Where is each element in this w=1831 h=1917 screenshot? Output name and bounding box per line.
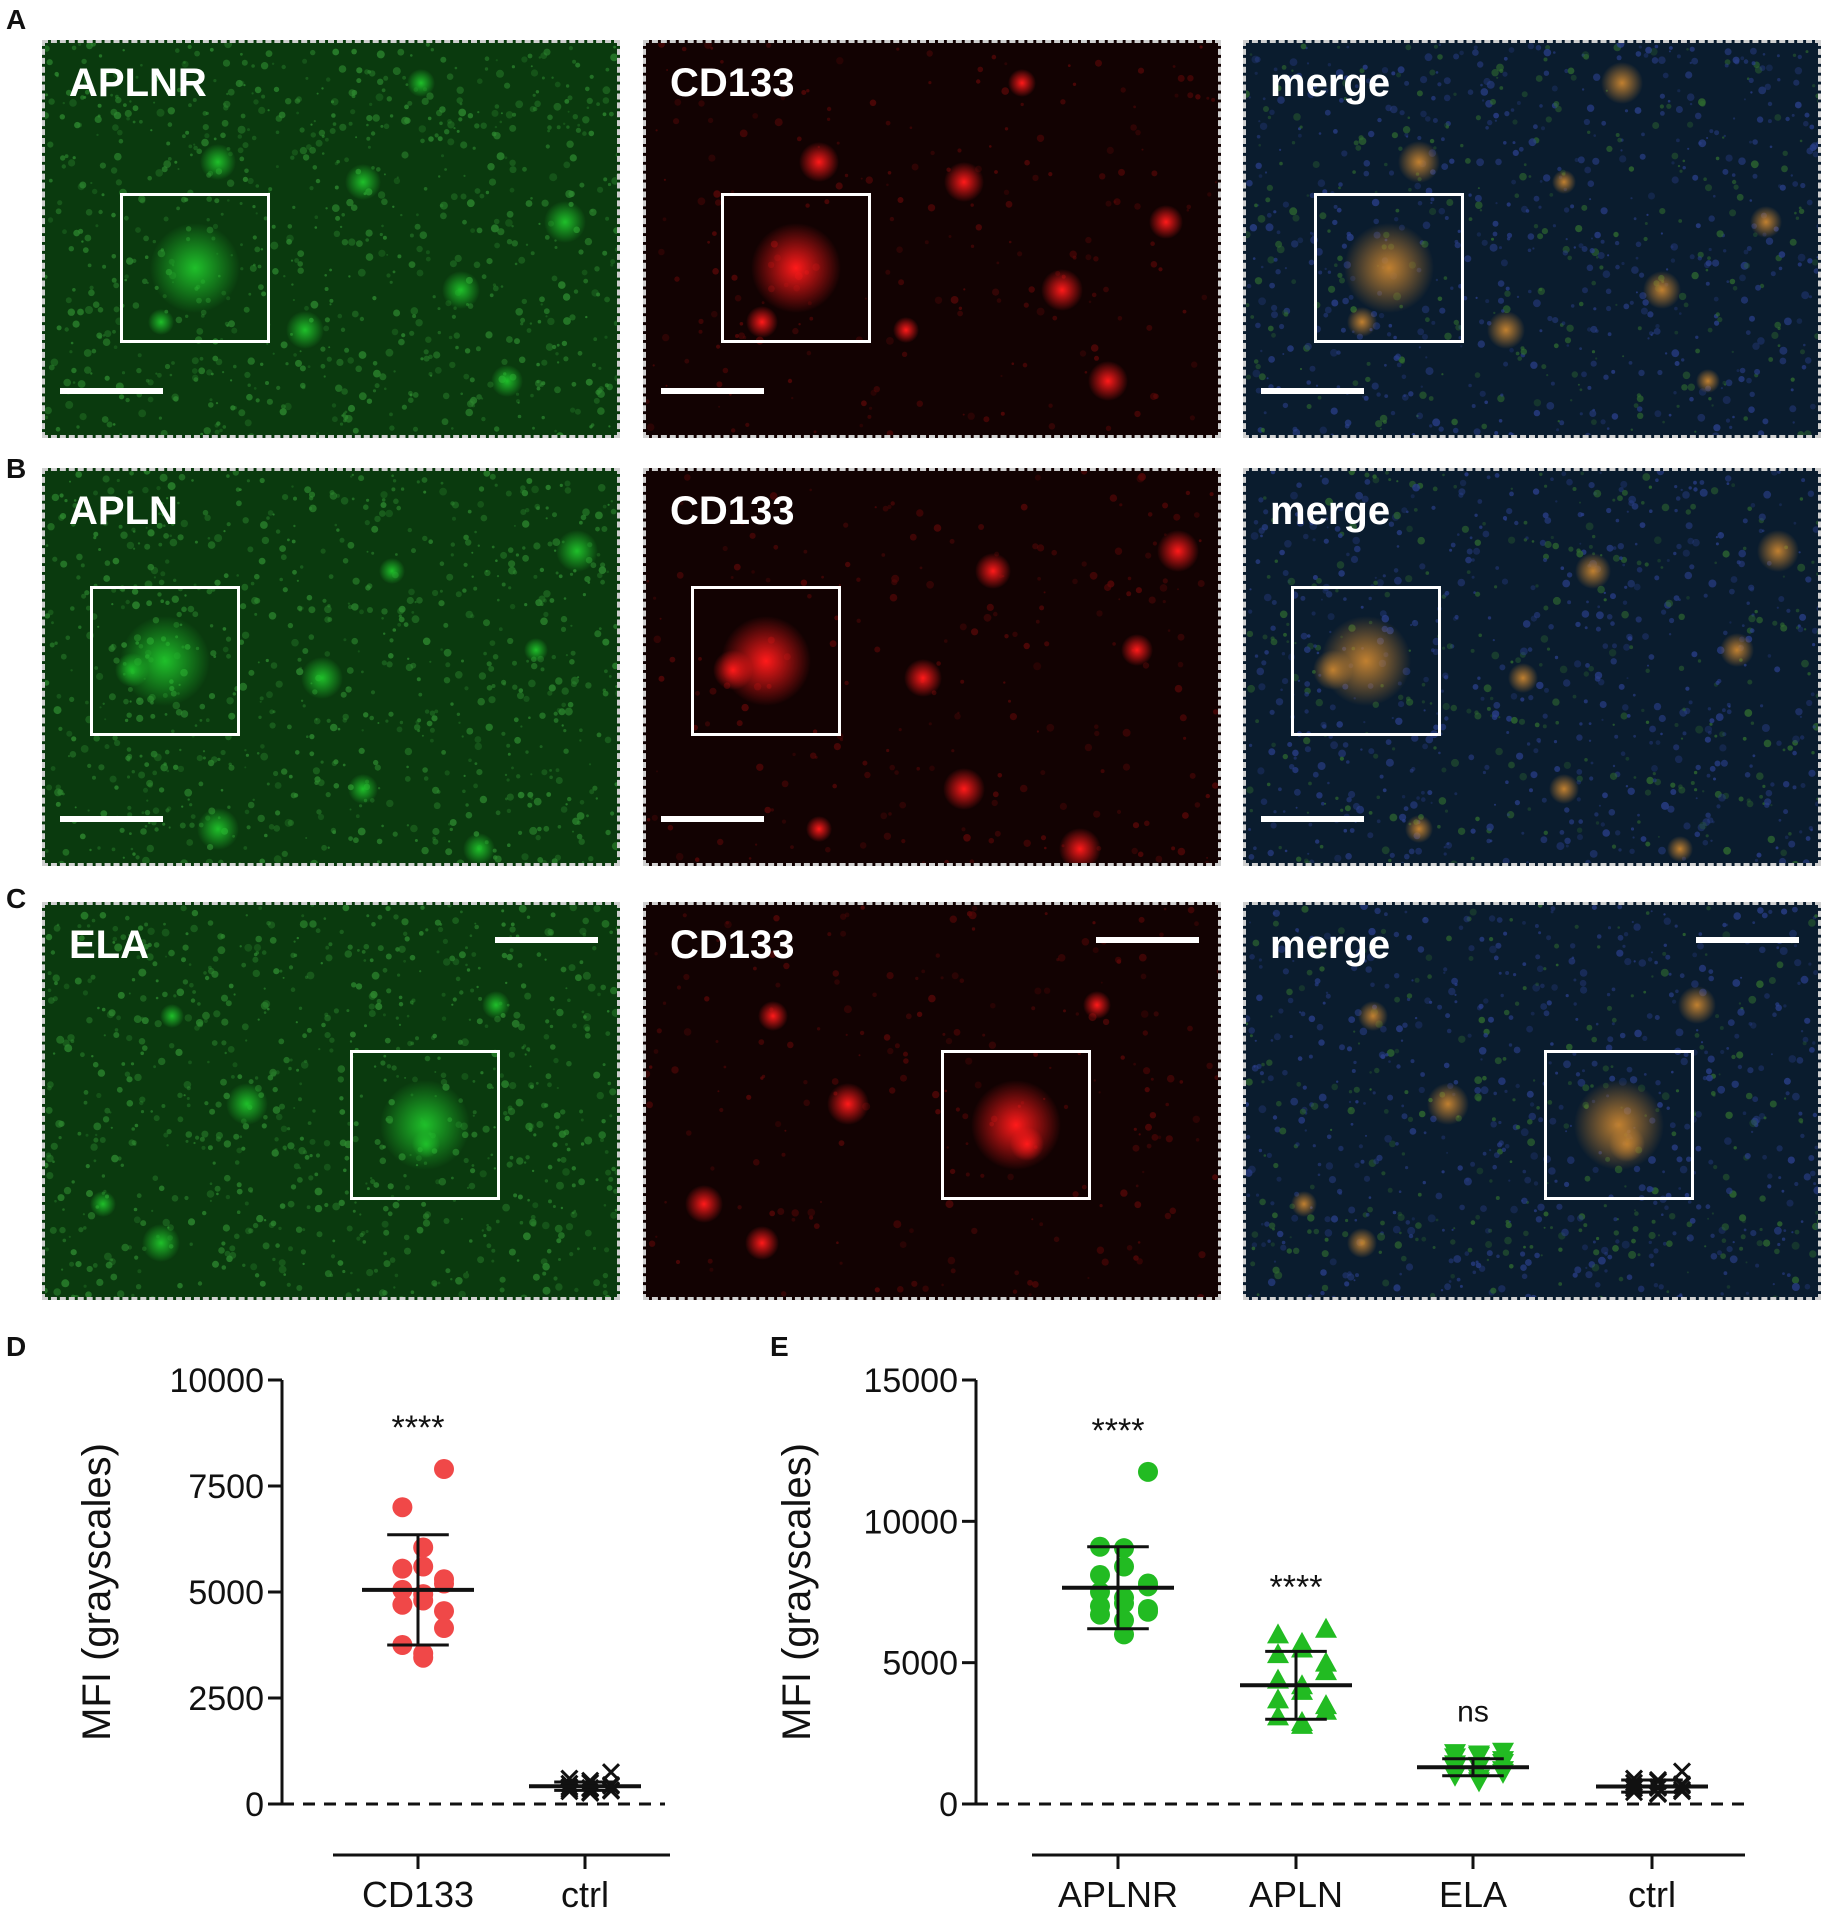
y-tick-label: 10000 (863, 1503, 958, 1541)
y-tick-label: 0 (939, 1786, 958, 1824)
y-axis-label: MFI (grayscales) (75, 1443, 119, 1741)
x-tick-label: ELA (1439, 1874, 1507, 1915)
micrograph-b-2: CD133 (643, 468, 1221, 866)
channel-label: merge (1270, 61, 1391, 105)
data-point (413, 1647, 434, 1668)
data-point (434, 1601, 454, 1622)
panel-letter-a: A (6, 4, 27, 35)
y-axis-label: MFI (grayscales) (775, 1443, 819, 1741)
data-point (1267, 1623, 1289, 1644)
channel-label: APLN (69, 489, 178, 533)
channel-label: CD133 (670, 923, 795, 967)
x-tick-label: APLNR (1058, 1874, 1178, 1915)
data-point (1090, 1565, 1110, 1586)
panel-letter-b: B (6, 453, 27, 484)
inset-box (120, 193, 270, 343)
channel-label: merge (1270, 923, 1391, 967)
channel-label: ELA (69, 923, 149, 967)
micrograph-a-1: APLNR (42, 40, 620, 438)
micrograph-texture (45, 471, 617, 863)
y-tick-label: 5000 (882, 1645, 958, 1683)
data-point (1267, 1688, 1289, 1709)
y-tick-label: 2500 (188, 1680, 264, 1718)
data-point (413, 1590, 434, 1611)
inset-box (941, 1050, 1091, 1200)
data-point (1315, 1660, 1337, 1681)
x-tick-label: ctrl (1628, 1874, 1676, 1915)
inset-box (350, 1050, 500, 1200)
chart-d: 0 2500 5000 7500 10000 MFI (grayscales) CD133 *… (75, 1362, 670, 1915)
data-point (1315, 1617, 1337, 1638)
micrograph-texture (646, 905, 1218, 1297)
scale-bar (1261, 388, 1364, 394)
micrograph-b-1: APLN (42, 468, 620, 866)
data-point (1138, 1601, 1158, 1622)
micrograph-c-2: CD133 (643, 902, 1221, 1300)
micrograph-texture (45, 905, 617, 1297)
data-point (1291, 1713, 1313, 1734)
inset-box (1544, 1050, 1694, 1200)
chart-e: 0 5000 10000 15000 MFI (grayscales) APLNR ****… (775, 1362, 1745, 1915)
micrograph-c-3: merge (1243, 902, 1821, 1300)
inset-box (1291, 586, 1441, 736)
scale-bar (60, 388, 163, 394)
micrograph-texture (646, 471, 1218, 863)
data-point (413, 1556, 434, 1577)
scale-bar (1696, 937, 1799, 943)
micrograph-a-2: CD133 (643, 40, 1221, 438)
inset-box (691, 586, 841, 736)
inset-box (1314, 193, 1464, 343)
data-point (434, 1618, 454, 1639)
x-tick-label: CD133 (362, 1874, 474, 1915)
data-point (1267, 1643, 1289, 1664)
y-tick-label: 7500 (188, 1468, 264, 1506)
micrograph-b-3: merge (1243, 468, 1821, 866)
inset-box (721, 193, 871, 343)
micrograph-texture (646, 43, 1218, 435)
micrograph-c-1: ELA (42, 902, 620, 1300)
data-point (1138, 1461, 1158, 1482)
scale-bar (1096, 937, 1199, 943)
data-point (1315, 1699, 1337, 1720)
channel-label: CD133 (670, 489, 795, 533)
micrograph-texture (45, 43, 617, 435)
data-point (1090, 1604, 1110, 1625)
data-point (392, 1497, 413, 1518)
scale-bar (1261, 816, 1364, 822)
panel-letter-c: C (6, 883, 27, 914)
panel-letter-e: E (770, 1331, 789, 1362)
x-tick-label: APLN (1249, 1874, 1343, 1915)
y-tick-label: 0 (245, 1786, 264, 1824)
channel-label: merge (1270, 489, 1391, 533)
channel-label: CD133 (670, 61, 795, 105)
scale-bar (661, 816, 764, 822)
inset-box (90, 586, 240, 736)
y-tick-label: 5000 (188, 1574, 264, 1612)
y-tick-label: 15000 (863, 1362, 958, 1400)
data-point (1468, 1772, 1490, 1793)
significance-label: ns (1457, 1696, 1489, 1729)
scale-bar (495, 937, 598, 943)
panel-letter-d: D (6, 1331, 27, 1362)
significance-label: **** (392, 1409, 445, 1447)
data-point (392, 1558, 413, 1579)
x-tick-label: ctrl (561, 1874, 609, 1915)
data-point (392, 1594, 413, 1615)
data-point (434, 1459, 454, 1480)
significance-label: **** (1270, 1569, 1323, 1607)
micrograph-texture (1246, 905, 1818, 1297)
scale-bar (60, 816, 163, 822)
micrograph-a-3: merge (1243, 40, 1821, 438)
channel-label: APLNR (69, 61, 207, 105)
micrograph-texture (1246, 43, 1818, 435)
y-tick-label: 10000 (169, 1362, 264, 1400)
scale-bar (661, 388, 764, 394)
significance-label: **** (1092, 1412, 1145, 1450)
data-point (413, 1537, 434, 1558)
